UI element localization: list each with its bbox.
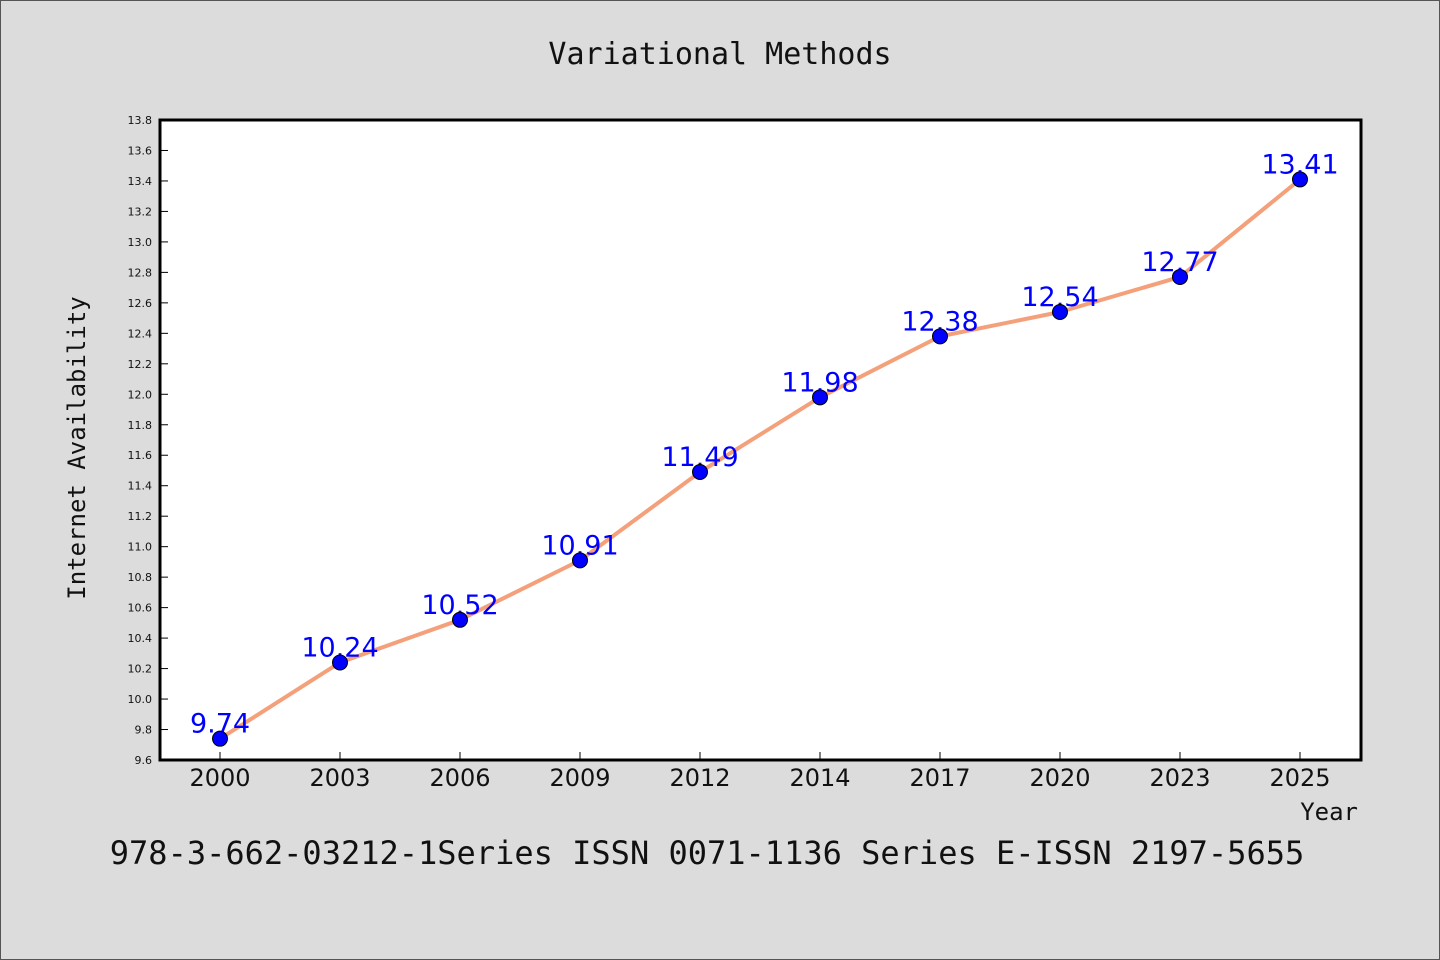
x-tick-label: 2012: [669, 764, 730, 792]
y-axis-title: Internet Availability: [63, 296, 91, 599]
data-point: [692, 464, 708, 480]
footer-isbn-text: 978-3-662-03212-1Series ISSN 0071-1136 S…: [110, 834, 1304, 872]
y-tick-label: 13.8: [128, 114, 153, 127]
x-axis-title: Year: [1300, 798, 1358, 826]
chart-title: Variational Methods: [548, 37, 891, 72]
y-tick-label: 9.6: [135, 754, 153, 767]
x-tick-label: 2000: [189, 764, 250, 792]
y-tick-label: 12.0: [128, 388, 153, 401]
data-point: [212, 730, 228, 747]
x-tick-label: 2006: [429, 764, 490, 792]
y-tick-label: 12.2: [128, 358, 153, 371]
x-tick-label: 2014: [789, 764, 850, 792]
y-tick-label: 11.6: [128, 449, 153, 462]
y-tick-label: 10.6: [128, 602, 153, 615]
x-axis: 2000 2003 2006 2009 2012 2014 2017 2020 2023 2025: [189, 752, 1331, 792]
y-tick-label: 13.0: [128, 236, 153, 249]
x-tick-label: 2017: [909, 764, 970, 792]
y-tick-label: 12.4: [128, 327, 153, 340]
y-axis: 9.6 9.8 10.0 10.2 10.4 10.6 10.8 11.0 11.2 11.4 11…: [128, 114, 168, 767]
data-point: [1292, 171, 1308, 188]
y-tick-label: 13.6: [128, 144, 153, 157]
y-tick-label: 9.8: [135, 724, 153, 737]
data-point: [452, 611, 468, 628]
data-point: [572, 552, 588, 569]
data-point: [812, 389, 828, 406]
x-tick-label: 2020: [1029, 764, 1090, 792]
x-tick-label: 2009: [549, 764, 610, 792]
data-point: [332, 654, 348, 671]
x-tick-label: 2023: [1149, 764, 1210, 792]
series-line: [218, 177, 1302, 741]
data-point: [932, 328, 948, 345]
data-point: [1052, 304, 1068, 320]
y-tick-label: 11.2: [128, 510, 153, 523]
data-point: [1172, 268, 1188, 285]
y-tick-label: 10.8: [128, 571, 153, 584]
y-tick-label: 11.8: [128, 419, 153, 432]
y-tick-label: 12.6: [128, 297, 153, 310]
y-tick-label: 10.2: [128, 663, 153, 676]
y-tick-label: 11.4: [128, 480, 153, 493]
series-layer: 9.7410.2410.5210.9111.4911.9812.3812.541…: [190, 149, 1339, 747]
y-tick-label: 10.4: [128, 632, 153, 645]
x-tick-label: 2025: [1269, 764, 1330, 792]
y-tick-label: 11.0: [128, 541, 153, 554]
y-tick-label: 12.8: [128, 266, 153, 279]
y-tick-label: 13.2: [128, 205, 153, 218]
y-tick-label: 10.0: [128, 693, 153, 706]
x-tick-label: 2003: [309, 764, 370, 792]
y-tick-label: 13.4: [128, 175, 153, 188]
